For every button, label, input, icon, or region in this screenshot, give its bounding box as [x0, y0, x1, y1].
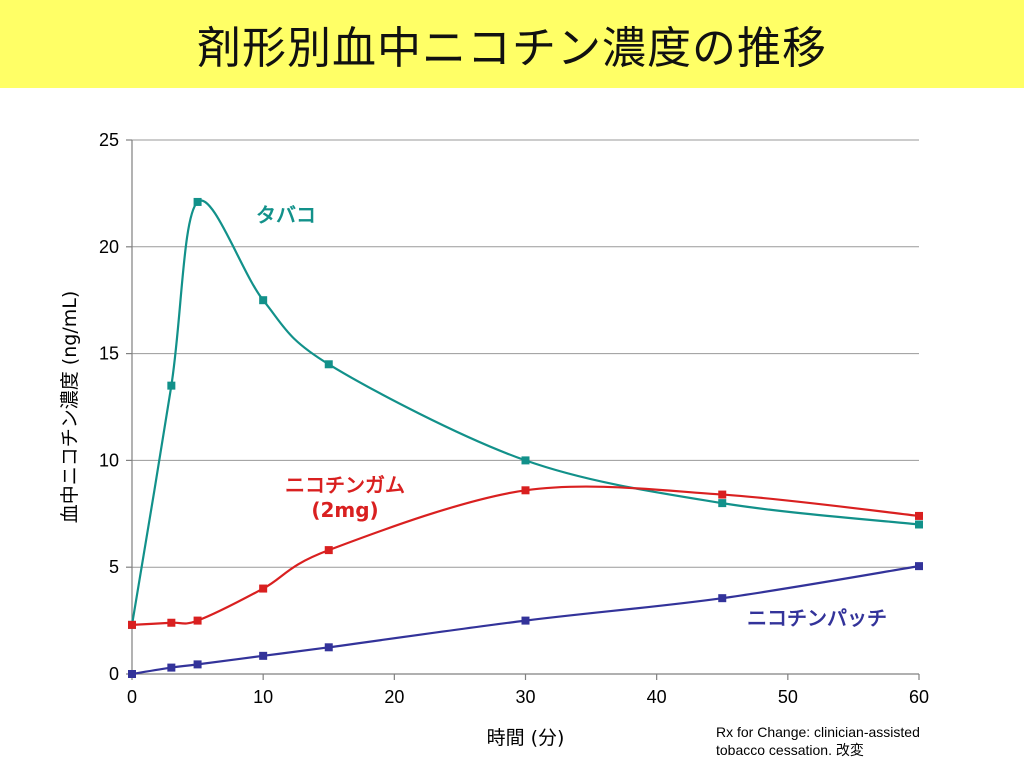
data-point-s1-p1: [167, 618, 176, 627]
series-label-0-line-0: タバコ: [256, 203, 316, 227]
data-point-s2-p1: [167, 663, 176, 672]
data-point-s2-p5: [521, 616, 530, 625]
x-tick-label-1: 10: [253, 687, 273, 707]
x-tick-label-2: 20: [384, 687, 404, 707]
data-point-s2-p6: [718, 594, 727, 603]
source-credit: Rx for Change: clinician-assisted tobacc…: [716, 723, 920, 759]
credit-line-1: Rx for Change: clinician-assisted: [716, 724, 920, 740]
data-point-s2-p3: [259, 651, 268, 660]
data-point-s2-p0: [128, 670, 136, 678]
series-line-2: [130, 565, 921, 676]
credit-line-2: tobacco cessation. 改変: [716, 742, 864, 758]
y-tick-label-3: 15: [99, 344, 119, 364]
data-point-s0-p7: [915, 520, 923, 529]
data-point-s2-p2: [193, 660, 202, 669]
series-line-0: [130, 199, 921, 626]
x-tick-label-5: 50: [778, 687, 798, 707]
x-tick-label-6: 60: [909, 687, 929, 707]
data-point-s0-p1: [167, 381, 176, 390]
series-label-1-line-1: (2mg): [311, 498, 378, 522]
x-tick-label-0: 0: [127, 687, 137, 707]
data-point-s1-p7: [915, 511, 923, 520]
data-point-s1-p2: [193, 616, 202, 625]
series-0: タバコ: [128, 197, 923, 629]
y-axis-label: 血中ニコチン濃度 (ng/mL): [59, 291, 81, 523]
data-point-s1-p6: [718, 490, 727, 499]
data-point-s0-p6: [718, 499, 727, 508]
data-point-s0-p3: [259, 296, 268, 305]
data-point-s1-p3: [259, 584, 268, 593]
x-tick-label-4: 40: [647, 687, 667, 707]
y-tick-label-4: 20: [99, 237, 119, 257]
y-tick-label-5: 25: [99, 130, 119, 150]
data-point-s0-p2: [193, 197, 202, 206]
y-tick-label-2: 10: [99, 450, 119, 470]
series-2: ニコチンパッチ: [128, 562, 923, 678]
data-point-s0-p5: [521, 456, 530, 465]
data-point-s1-p4: [324, 546, 333, 555]
series-label-2-line-0: ニコチンパッチ: [747, 606, 887, 630]
y-tick-label-1: 5: [109, 557, 119, 577]
x-axis-label: 時間 (分): [487, 727, 565, 749]
data-point-s1-p0: [128, 620, 136, 629]
page-title: 剤形別血中ニコチン濃度の推移: [197, 23, 827, 74]
x-tick-label-3: 30: [515, 687, 535, 707]
y-tick-label-0: 0: [109, 664, 119, 684]
data-point-s2-p4: [324, 643, 333, 652]
series-label-1-line-0: ニコチンガム: [285, 473, 405, 497]
data-point-s1-p5: [521, 486, 530, 495]
data-point-s0-p4: [324, 360, 333, 369]
data-point-s2-p7: [915, 562, 923, 571]
title-band: 剤形別血中ニコチン濃度の推移: [0, 0, 1024, 88]
series-line-1: [130, 485, 921, 626]
series-1: ニコチンガム(2mg): [128, 473, 923, 629]
